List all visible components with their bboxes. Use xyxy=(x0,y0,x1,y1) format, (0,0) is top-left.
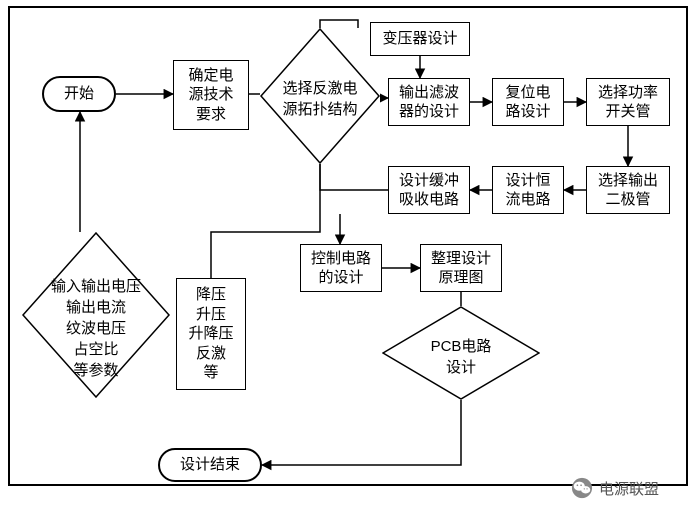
label-control: 控制电路的设计 xyxy=(311,249,371,288)
label-options: 降压升压升降压反激等 xyxy=(188,285,233,383)
label-spec: 确定电源技术要求 xyxy=(188,66,233,125)
node-pcb xyxy=(382,306,540,400)
label-end: 设计结束 xyxy=(180,455,240,475)
node-diode: 选择输出二极管 xyxy=(586,166,670,214)
node-params xyxy=(22,232,170,398)
node-spec: 确定电源技术要求 xyxy=(173,60,249,130)
node-schematic: 整理设计原理图 xyxy=(420,244,502,292)
node-cc: 设计恒流电路 xyxy=(492,166,564,214)
footer-label: 电源联盟 xyxy=(599,478,659,499)
node-reset: 复位电路设计 xyxy=(492,78,564,126)
node-switch: 选择功率开关管 xyxy=(586,78,670,126)
node-control: 控制电路的设计 xyxy=(300,244,382,292)
node-topology xyxy=(260,28,380,164)
node-start: 开始 xyxy=(42,76,116,112)
node-options: 降压升压升降压反激等 xyxy=(176,278,246,390)
node-snubber: 设计缓冲吸收电路 xyxy=(388,166,470,214)
label-diode: 选择输出二极管 xyxy=(598,171,658,210)
node-transformer: 变压器设计 xyxy=(370,22,470,56)
label-reset: 复位电路设计 xyxy=(505,83,550,122)
label-transformer: 变压器设计 xyxy=(382,29,457,49)
node-end: 设计结束 xyxy=(158,448,262,482)
footer-watermark: 电源联盟 xyxy=(571,477,659,499)
label-switch: 选择功率开关管 xyxy=(598,83,658,122)
label-snubber: 设计缓冲吸收电路 xyxy=(399,171,459,210)
label-cc: 设计恒流电路 xyxy=(505,171,550,210)
label-start: 开始 xyxy=(64,84,94,104)
label-filter: 输出滤波器的设计 xyxy=(399,83,459,122)
label-schematic: 整理设计原理图 xyxy=(431,249,491,288)
wechat-icon xyxy=(571,477,593,499)
flowchart-frame: 开始 确定电源技术要求 选择反激电源拓扑结构 变压器设计 输出滤波器的设计 复位… xyxy=(0,0,699,505)
node-filter: 输出滤波器的设计 xyxy=(388,78,470,126)
